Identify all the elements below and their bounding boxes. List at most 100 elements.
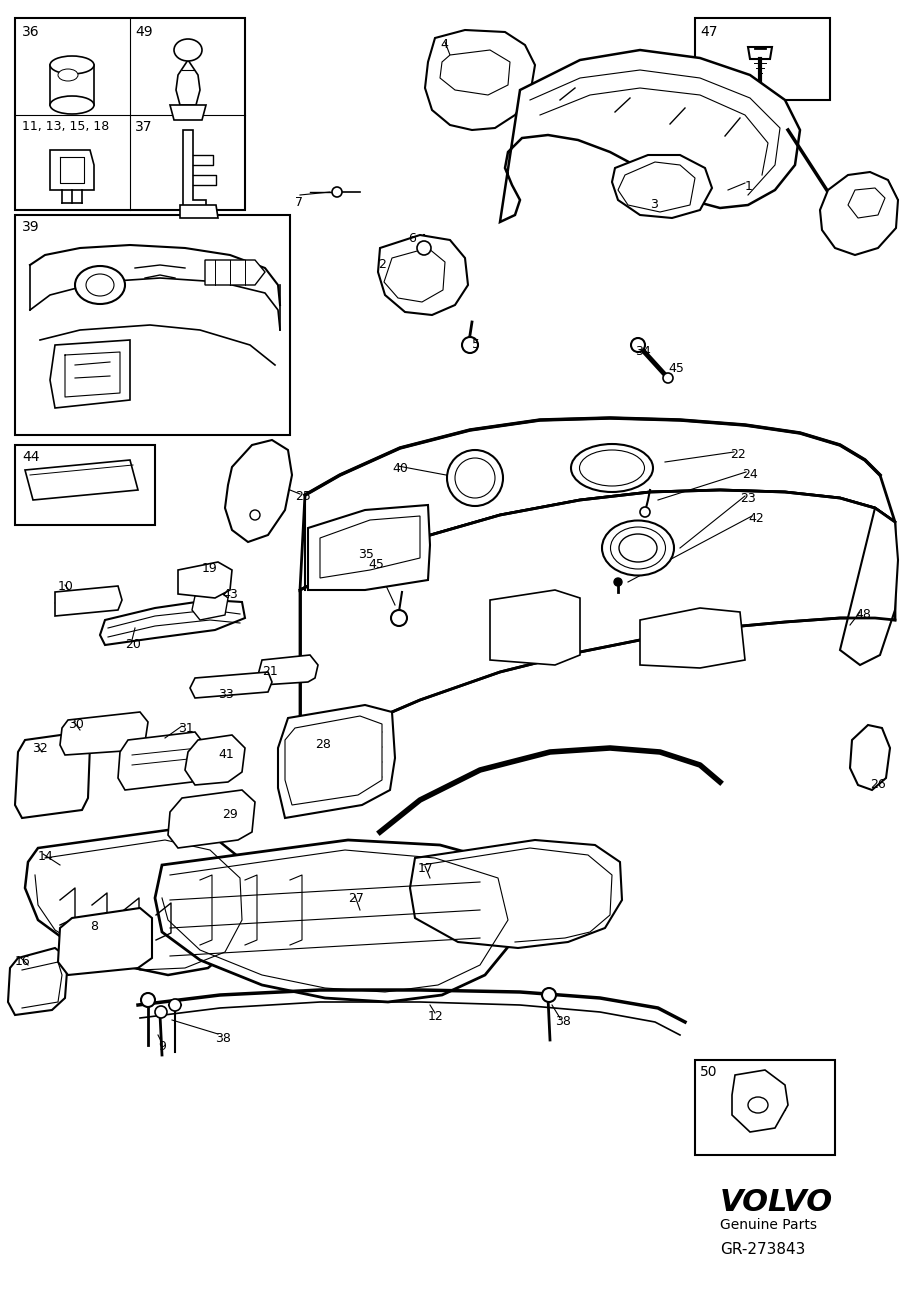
Polygon shape	[55, 586, 122, 616]
Text: 5: 5	[472, 338, 480, 351]
Text: 27: 27	[348, 892, 364, 905]
Circle shape	[417, 242, 431, 255]
Bar	[15, 446, 155, 525]
Polygon shape	[50, 65, 94, 105]
Polygon shape	[58, 908, 152, 976]
Text: 28: 28	[315, 738, 331, 751]
Polygon shape	[8, 948, 68, 1015]
Text: 48: 48	[855, 608, 871, 621]
Polygon shape	[50, 149, 94, 190]
Text: 41: 41	[218, 748, 234, 761]
Polygon shape	[490, 590, 580, 665]
Bar	[768, 1092, 785, 1111]
Text: 47: 47	[700, 25, 718, 39]
Text: 4: 4	[440, 38, 448, 51]
Ellipse shape	[571, 444, 653, 492]
Polygon shape	[612, 155, 712, 218]
Circle shape	[631, 338, 645, 352]
Text: 26: 26	[870, 778, 886, 791]
Polygon shape	[748, 47, 772, 58]
Polygon shape	[168, 790, 255, 848]
Circle shape	[663, 373, 673, 383]
Polygon shape	[170, 105, 206, 120]
Ellipse shape	[611, 527, 666, 569]
Polygon shape	[190, 672, 272, 698]
Text: 29: 29	[222, 808, 237, 821]
Circle shape	[250, 511, 260, 520]
Ellipse shape	[86, 274, 114, 296]
Text: 45: 45	[668, 362, 684, 375]
Bar	[15, 216, 290, 435]
Text: Genuine Parts: Genuine Parts	[720, 1218, 817, 1231]
Text: 38: 38	[215, 1031, 231, 1044]
Polygon shape	[25, 830, 250, 976]
Bar	[695, 18, 830, 100]
Text: 1: 1	[745, 181, 753, 194]
Text: 43: 43	[222, 588, 237, 601]
Polygon shape	[15, 733, 90, 818]
Text: GR-273843: GR-273843	[720, 1242, 805, 1257]
Polygon shape	[618, 162, 695, 212]
Circle shape	[614, 578, 622, 586]
Polygon shape	[60, 712, 148, 755]
Text: 37: 37	[135, 120, 152, 134]
Polygon shape	[384, 248, 445, 301]
Text: 34: 34	[635, 346, 651, 359]
Text: 35: 35	[358, 548, 374, 561]
Polygon shape	[155, 840, 518, 1002]
Polygon shape	[410, 840, 622, 948]
Polygon shape	[118, 733, 205, 790]
Polygon shape	[308, 505, 430, 590]
Polygon shape	[285, 716, 382, 805]
Ellipse shape	[50, 56, 94, 74]
Text: 7: 7	[295, 196, 303, 209]
Text: 14: 14	[38, 850, 53, 863]
Text: 45: 45	[368, 559, 384, 572]
Text: 24: 24	[742, 468, 757, 481]
Polygon shape	[258, 655, 318, 685]
Circle shape	[155, 1005, 167, 1018]
Polygon shape	[425, 30, 535, 130]
Polygon shape	[185, 735, 245, 785]
Text: 2: 2	[378, 259, 386, 271]
Text: 32: 32	[32, 742, 48, 755]
Text: 50: 50	[700, 1065, 718, 1079]
Polygon shape	[178, 562, 232, 598]
Ellipse shape	[580, 449, 644, 486]
Circle shape	[447, 449, 503, 507]
Ellipse shape	[619, 534, 657, 562]
Polygon shape	[50, 340, 130, 408]
Polygon shape	[732, 1070, 788, 1131]
Polygon shape	[192, 590, 228, 620]
Ellipse shape	[58, 69, 78, 81]
Bar	[15, 18, 245, 210]
Ellipse shape	[602, 521, 674, 575]
Text: 19: 19	[202, 562, 217, 575]
Polygon shape	[320, 516, 420, 578]
Text: 23: 23	[740, 492, 756, 505]
Text: 8: 8	[90, 920, 98, 933]
Circle shape	[391, 611, 407, 626]
Text: 49: 49	[135, 25, 152, 39]
Text: 9: 9	[158, 1040, 166, 1053]
Circle shape	[462, 336, 478, 353]
Polygon shape	[378, 235, 468, 314]
Polygon shape	[176, 60, 200, 105]
Polygon shape	[100, 600, 245, 646]
Text: 6: 6	[408, 233, 416, 246]
Text: 20: 20	[125, 638, 140, 651]
Text: 44: 44	[22, 449, 40, 464]
Text: 17: 17	[418, 863, 434, 876]
Bar	[695, 1060, 835, 1155]
Circle shape	[332, 187, 342, 197]
Text: 3: 3	[650, 197, 658, 210]
Text: 22: 22	[730, 448, 746, 461]
Polygon shape	[278, 705, 395, 818]
Text: 33: 33	[218, 688, 234, 701]
Polygon shape	[440, 49, 510, 95]
Text: 36: 36	[22, 25, 40, 39]
Text: 12: 12	[428, 1011, 444, 1024]
Polygon shape	[183, 130, 206, 210]
Text: 39: 39	[22, 220, 40, 234]
Text: 42: 42	[748, 512, 764, 525]
